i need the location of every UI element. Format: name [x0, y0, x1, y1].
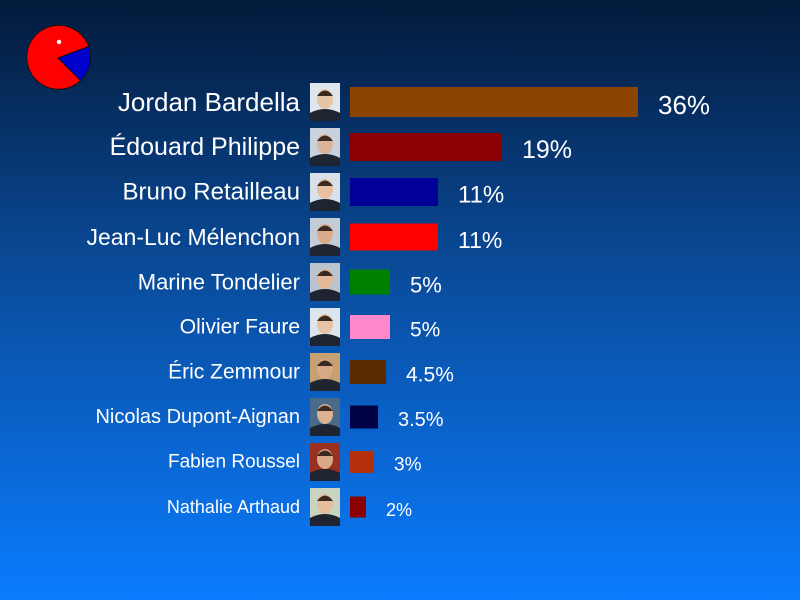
candidate-name: Édouard Philippe: [110, 132, 300, 161]
bar: [350, 133, 502, 161]
candidate-photo: [310, 173, 340, 211]
candidate-name: Jordan Bardella: [118, 87, 301, 117]
candidate-photo: [310, 218, 340, 256]
bar: [350, 405, 378, 429]
candidate-name: Fabien Roussel: [168, 452, 300, 473]
candidate-photo: [310, 83, 340, 121]
candidate-photo: [310, 353, 340, 391]
candidate-name: Olivier Faure: [180, 316, 300, 339]
pie-slice-blue: [57, 45, 91, 82]
bar: [350, 269, 390, 295]
candidate-name: Bruno Retailleau: [123, 179, 300, 206]
candidate-name: Nicolas Dupont-Aignan: [95, 406, 300, 428]
value-label: 36%: [658, 90, 710, 120]
bar: [350, 451, 374, 473]
value-label: 5%: [410, 319, 440, 342]
bar: [350, 87, 638, 117]
candidate-name: Nathalie Arthaud: [167, 497, 300, 517]
value-label: 2%: [386, 500, 412, 520]
value-label: 11%: [458, 227, 502, 253]
candidate-photo: [310, 308, 340, 346]
value-label: 19%: [522, 136, 572, 164]
candidate-name: Éric Zemmour: [168, 361, 300, 384]
value-label: 4.5%: [406, 364, 454, 387]
bar: [350, 223, 438, 251]
candidate-photo: [310, 488, 340, 526]
bar: [350, 315, 390, 339]
candidate-photo: [310, 443, 340, 481]
candidate-photo: [310, 128, 340, 166]
candidate-name: Marine Tondelier: [138, 270, 300, 295]
bar: [350, 360, 386, 384]
pie-eye: [56, 39, 62, 45]
candidate-name: Jean-Luc Mélenchon: [86, 224, 300, 250]
bar: [350, 178, 438, 206]
candidate-photo: [310, 263, 340, 301]
value-label: 5%: [410, 273, 442, 298]
value-label: 3%: [394, 455, 422, 476]
value-label: 3.5%: [398, 409, 444, 431]
value-label: 11%: [458, 182, 504, 209]
candidate-photo: [310, 398, 340, 436]
pie-chart-icon: [26, 25, 91, 90]
bar: [350, 496, 366, 518]
